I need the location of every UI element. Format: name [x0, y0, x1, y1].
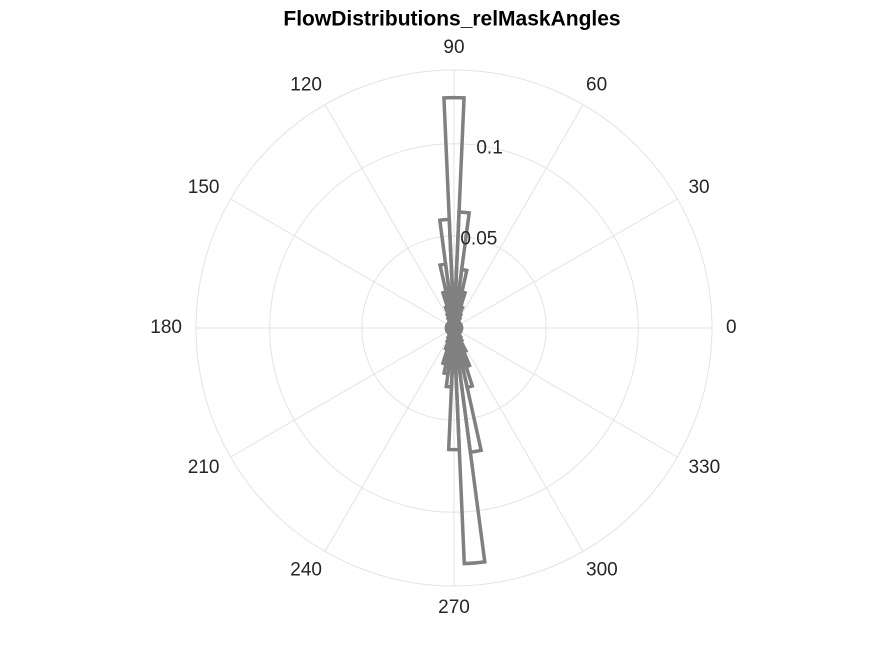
chart-title: FlowDistributions_relMaskAngles	[283, 8, 620, 31]
bar	[444, 312, 456, 329]
bar	[452, 327, 487, 566]
bar	[443, 304, 456, 329]
bar	[437, 217, 456, 329]
grid-spoke	[324, 327, 455, 552]
bar	[452, 327, 469, 355]
theta-tick-label: 240	[290, 560, 322, 581]
bar	[442, 95, 466, 329]
theta-tick-label: 120	[290, 75, 322, 96]
theta-tick-label: 90	[443, 37, 464, 58]
grid-spoke	[453, 327, 584, 552]
bar	[445, 315, 456, 329]
bar	[437, 262, 456, 329]
bar	[452, 327, 484, 455]
theta-tick-label: 30	[688, 177, 709, 198]
bar	[452, 327, 465, 344]
theta-tick-label: 270	[438, 597, 470, 618]
theta-tick-label: 330	[688, 457, 720, 478]
grid-spoke	[453, 198, 678, 329]
bar	[452, 327, 475, 390]
grid-spoke	[453, 327, 678, 458]
theta-tick-label: 210	[188, 457, 220, 478]
r-tick-label: 0.05	[460, 228, 497, 249]
grid-spoke	[324, 104, 455, 329]
r-tick-label: 0.1	[476, 138, 502, 159]
theta-tick-label: 60	[586, 75, 607, 96]
grid-spoke	[230, 198, 455, 329]
theta-tick-label: 180	[150, 317, 182, 338]
bar	[452, 326, 464, 340]
grid-spoke	[453, 104, 584, 329]
grid-spoke	[230, 327, 455, 458]
bar	[453, 326, 464, 331]
bar	[452, 327, 472, 369]
theta-tick-label: 0	[726, 317, 737, 338]
theta-tick-label: 150	[188, 177, 220, 198]
bar	[440, 289, 456, 329]
theta-tick-label: 300	[586, 560, 618, 581]
